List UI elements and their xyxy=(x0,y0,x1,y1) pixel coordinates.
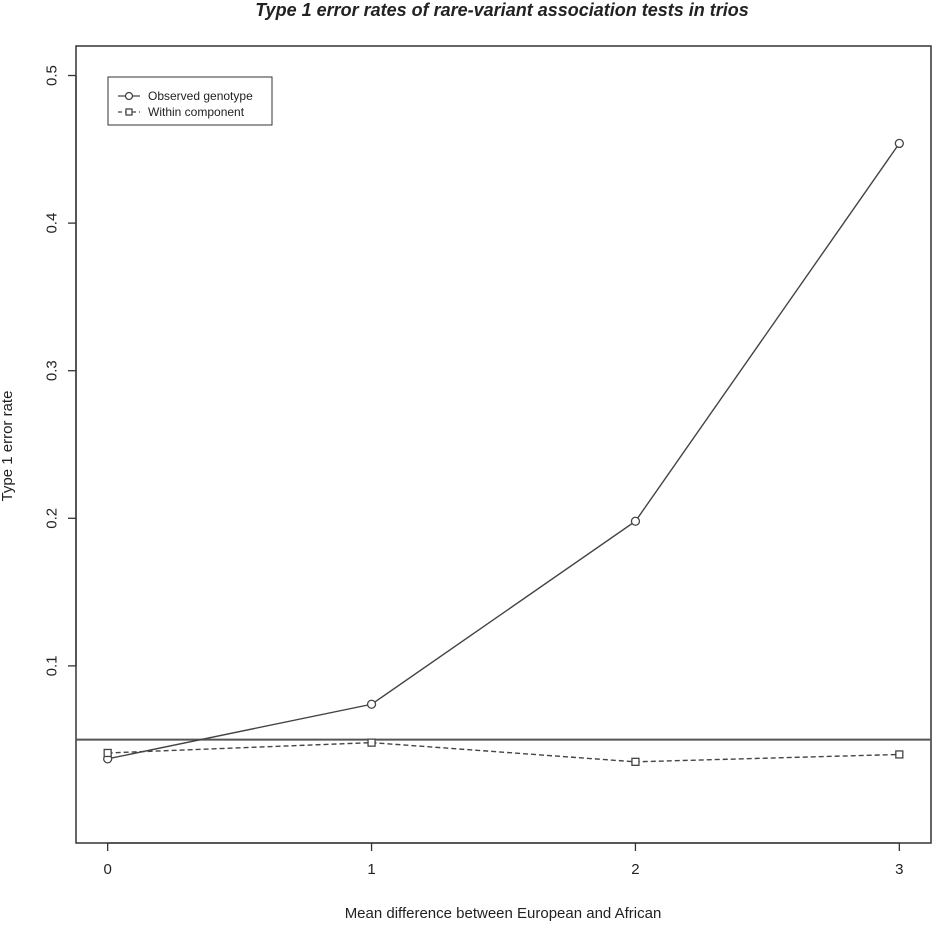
y-axis: 0.1 0.2 0.3 0.4 0.5 xyxy=(44,65,77,676)
data-point-s0-2 xyxy=(630,516,641,526)
series-layer xyxy=(103,138,904,766)
y-tick-label-2: 0.3 xyxy=(44,360,61,381)
x-axis-label: Mean difference between European and Afr… xyxy=(345,905,662,922)
data-point-s0-3 xyxy=(894,138,904,149)
chart-title: Type 1 error rates of rare-variant assoc… xyxy=(255,0,749,20)
series-line-0 xyxy=(107,143,900,760)
legend: Observed genotype Within component xyxy=(107,76,273,126)
x-tick-label-1: 1 xyxy=(367,861,375,878)
x-tick-label-2: 2 xyxy=(631,861,639,878)
plot-frame xyxy=(75,45,932,844)
y-tick-label-1: 0.2 xyxy=(44,508,61,529)
data-point-s1-0 xyxy=(103,748,112,758)
y-tick-label-3: 0.4 xyxy=(44,213,61,234)
legend-box xyxy=(107,76,273,126)
data-point-s1-3 xyxy=(895,750,904,759)
data-point-s1-1 xyxy=(367,738,376,747)
legend-label-within-component: Within component xyxy=(148,105,245,119)
y-axis-label: Type 1 error rate xyxy=(0,391,16,502)
legend-marker-observed-genotype xyxy=(124,91,134,101)
y-tick-label-4: 0.5 xyxy=(44,65,61,86)
data-point-s1-2 xyxy=(631,757,640,766)
x-tick-label-0: 0 xyxy=(103,861,111,878)
x-axis: 0 1 2 3 xyxy=(103,842,904,878)
x-tick-label-3: 3 xyxy=(895,861,903,878)
series-line-1 xyxy=(107,741,900,763)
data-point-s0-1 xyxy=(366,699,377,709)
legend-label-observed-genotype: Observed genotype xyxy=(148,89,253,103)
y-tick-label-0: 0.1 xyxy=(44,655,61,676)
legend-marker-within-component xyxy=(125,108,133,116)
